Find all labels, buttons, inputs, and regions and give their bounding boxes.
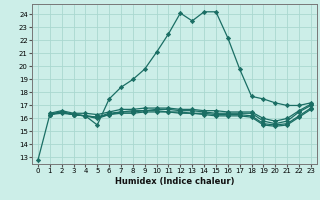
X-axis label: Humidex (Indice chaleur): Humidex (Indice chaleur) bbox=[115, 177, 234, 186]
